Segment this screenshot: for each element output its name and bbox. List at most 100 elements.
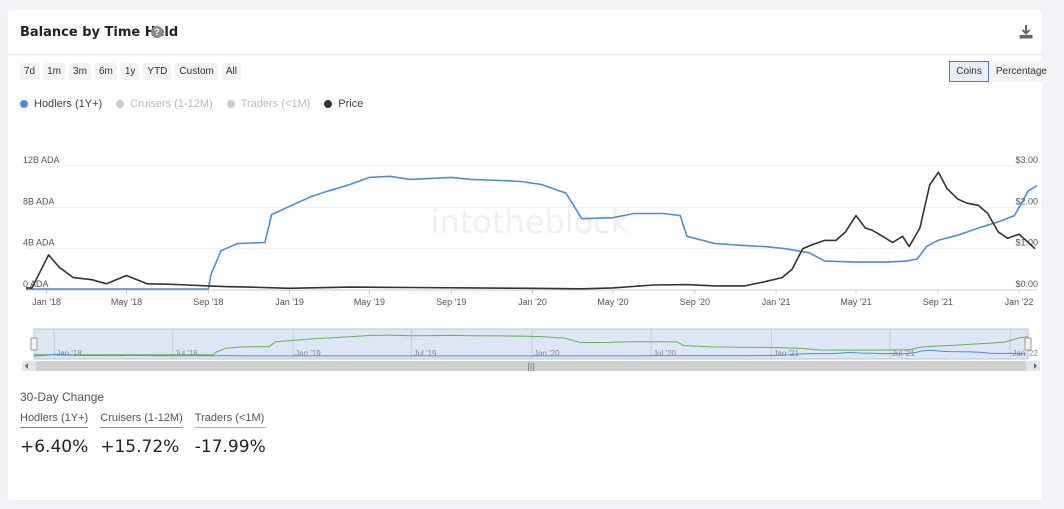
navigator-line [34, 349, 1027, 357]
data-point-hodlers-1y [679, 214, 682, 217]
data-point-price [977, 204, 980, 207]
y-right-tick-label: $0.00 [1015, 279, 1038, 289]
navigator-handle-left[interactable] [30, 337, 38, 351]
question-circle-icon[interactable]: ? [151, 26, 163, 38]
data-point-hodlers-1y [500, 179, 503, 182]
data-point-hodlers-1y [84, 287, 87, 290]
data-point-price [854, 214, 857, 217]
data-point-hodlers-1y [263, 241, 266, 244]
data-point-hodlers-1y [540, 183, 543, 186]
x-tick-label: May '21 [840, 297, 871, 307]
data-point-hodlers-1y [327, 189, 330, 192]
legend-item-price[interactable]: Price [324, 98, 363, 110]
data-point-price [288, 287, 291, 290]
range-button-all[interactable]: All [221, 63, 241, 80]
data-point-price [844, 231, 847, 234]
data-point-price [25, 286, 28, 289]
range-button-6m[interactable]: 6m [94, 63, 117, 80]
navigator-label: Jul '20 [653, 349, 676, 358]
data-point-price [834, 239, 837, 242]
x-tick-label: Sep '21 [923, 297, 953, 307]
data-point-hodlers-1y [823, 260, 826, 263]
data-point-hodlers-1y [166, 287, 169, 290]
data-point-price [956, 198, 959, 201]
range-button-ytd[interactable]: YTD [143, 63, 172, 80]
watermark: intotheblock [431, 203, 630, 241]
data-point-price [811, 243, 814, 246]
y-left-tick-label: 0 ADA [23, 279, 49, 289]
data-point-hodlers-1y [207, 287, 210, 290]
data-point-hodlers-1y [763, 245, 766, 248]
data-point-hodlers-1y [348, 183, 351, 186]
y-left-tick-label: 8B ADA [23, 196, 55, 206]
x-tick-label: Jan '18 [32, 297, 61, 307]
x-tick-label: Jan '19 [275, 297, 304, 307]
data-point-price [72, 276, 75, 279]
data-point-hodlers-1y [429, 177, 432, 180]
data-point-price [870, 229, 873, 232]
data-point-hodlers-1y [368, 176, 371, 179]
data-point-price [247, 286, 250, 289]
y-right-tick-label: $1.00 [1015, 238, 1038, 248]
change-value: +15.72% [100, 437, 180, 457]
data-point-price [580, 287, 583, 290]
x-tick-label: Jan '21 [762, 297, 791, 307]
change-value: -17.99% [194, 437, 266, 457]
data-point-hodlers-1y [564, 191, 567, 194]
data-point-hodlers-1y [784, 247, 787, 250]
x-tick-label: May '19 [354, 297, 385, 307]
data-point-price [1034, 247, 1037, 250]
data-point-hodlers-1y [309, 196, 312, 199]
data-point-hodlers-1y [236, 242, 239, 245]
navigator-label: Jan '21 [773, 349, 799, 358]
data-point-price [227, 285, 230, 288]
change-label: Traders (<1M) [194, 412, 266, 428]
scrollbar-grip[interactable]: ||| [527, 362, 535, 371]
legend-label: Hodlers (1Y+) [34, 98, 103, 110]
data-point-hodlers-1y [389, 175, 392, 178]
legend-label: Cruisers (1-12M) [130, 98, 213, 110]
legend-item-hodlers-1y[interactable]: Hodlers (1Y+) [20, 98, 102, 110]
range-button-1y[interactable]: 1y [120, 63, 140, 80]
navigator-label: Jan '20 [534, 349, 560, 358]
scroll-left-arrow-icon[interactable] [25, 363, 28, 369]
y-right-tick-label: $2.00 [1015, 196, 1038, 206]
series-line-hodlers-1y [26, 175, 1038, 290]
range-button-custom[interactable]: Custom [175, 63, 218, 80]
range-button-1m[interactable]: 1m [43, 63, 66, 80]
change-item-cruisers-1-12m: Cruisers (1-12M) +15.72% [100, 412, 183, 457]
mode-button-percentage[interactable]: Percentage [988, 61, 1054, 82]
data-point-hodlers-1y [997, 220, 1000, 223]
data-point-price [1018, 233, 1021, 236]
change-item-hodlers-1y: Hodlers (1Y+) +6.40% [20, 412, 89, 457]
data-point-hodlers-1y [520, 180, 523, 183]
legend-item-cruisers-1-12m[interactable]: Cruisers (1-12M) [116, 98, 213, 110]
data-point-price [125, 274, 128, 277]
range-button-7d[interactable]: 7d [20, 63, 40, 80]
data-point-price [881, 235, 884, 238]
data-point-hodlers-1y [925, 245, 928, 248]
data-point-price [918, 227, 921, 230]
navigator-label: Jul '19 [414, 349, 437, 358]
data-point-price [58, 266, 61, 269]
data-point-price [207, 284, 210, 287]
scroll-right-arrow-icon[interactable] [1034, 363, 1037, 369]
data-point-price [47, 253, 50, 256]
legend-item-traders-1m[interactable]: Traders (<1M) [226, 98, 310, 110]
data-point-hodlers-1y [270, 213, 273, 216]
range-button-3m[interactable]: 3m [69, 63, 91, 80]
data-point-price [791, 268, 794, 271]
data-point-price [864, 227, 867, 230]
x-tick-label: May '18 [111, 297, 142, 307]
chart-card: Balance by Time Held ? [8, 10, 1042, 500]
legend-label: Price [338, 98, 364, 110]
navigator-handle-right[interactable] [1024, 337, 1032, 351]
scrollbar-thumb[interactable] [36, 361, 1026, 371]
download-icon[interactable] [1018, 24, 1034, 40]
navigator-window[interactable] [33, 328, 1029, 360]
mode-button-coins[interactable]: Coins [949, 61, 989, 82]
data-point-hodlers-1y [713, 242, 716, 245]
x-tick-label: Jan '20 [518, 297, 547, 307]
legend-dot [324, 100, 333, 108]
y-left-tick-label: 4B ADA [23, 238, 55, 248]
